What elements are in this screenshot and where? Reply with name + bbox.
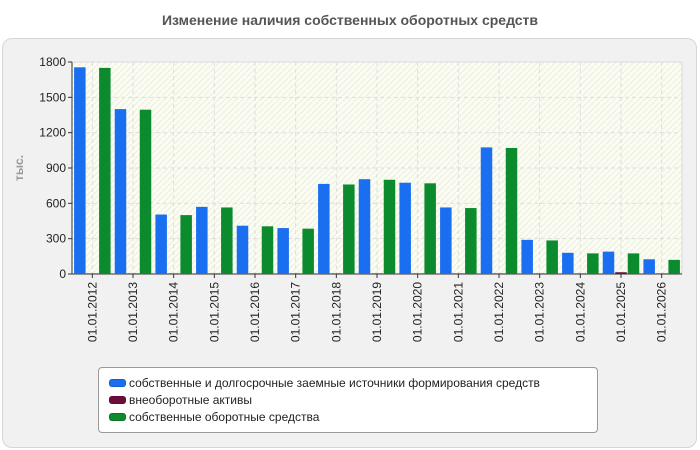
bar-series-3 (139, 109, 152, 274)
bar-series-2 (208, 273, 221, 274)
x-tick-label: 01.01.2024 (573, 282, 587, 342)
x-tick-label: 01.01.2013 (126, 282, 140, 342)
x-tick-label: 01.01.2019 (370, 282, 384, 342)
y-tick-label: 900 (46, 161, 66, 175)
bar-series-1 (480, 147, 493, 274)
bar-series-1 (358, 179, 371, 274)
x-tick-label: 01.01.2017 (289, 282, 303, 342)
y-tick-label: 1500 (39, 90, 66, 104)
x-tick-label: 01.01.2018 (329, 282, 343, 342)
bar-series-2 (655, 273, 668, 274)
bar-series-3 (505, 147, 518, 274)
bar-series-3 (180, 215, 192, 274)
y-tick-label: 1200 (39, 126, 66, 140)
bar-series-3 (99, 67, 111, 274)
bar-series-2 (574, 273, 587, 274)
bar-series-2 (371, 273, 383, 274)
bar-series-3 (221, 207, 233, 274)
bar-series-3 (546, 240, 558, 274)
bar-series-2 (533, 273, 546, 274)
bar-series-3 (668, 259, 680, 274)
bar-series-2 (127, 273, 139, 274)
chart-title: Изменение наличия собственных оборотных … (161, 12, 539, 28)
bar-series-1 (643, 259, 655, 274)
legend-item-series-3[interactable]: собственные оборотные средства (109, 408, 587, 425)
bar-series-3 (424, 183, 436, 274)
bar-series-1 (602, 251, 615, 274)
bar-series-1 (399, 182, 411, 274)
bar-series-2 (167, 273, 180, 274)
bar-series-2 (452, 273, 465, 274)
bar-series-1 (562, 252, 574, 274)
bar-series-3 (383, 179, 396, 274)
bar-series-2 (289, 273, 302, 274)
bar-series-3 (343, 184, 355, 274)
x-tick-label: 01.01.2012 (85, 282, 99, 342)
legend-swatch-series-2 (109, 395, 126, 404)
y-axis-label: тыс. (12, 155, 26, 181)
x-tick-label: 01.01.2015 (207, 282, 221, 342)
x-tick-label: 01.01.2022 (492, 282, 506, 342)
bar-series-1 (521, 239, 533, 274)
bar-series-2 (615, 272, 627, 274)
bar-series-1 (74, 67, 86, 274)
y-tick-label: 1800 (39, 55, 66, 69)
x-tick-label: 01.01.2016 (248, 282, 262, 342)
legend-label-series-1: собственные и долгосрочные заемные источ… (129, 375, 540, 390)
bar-series-3 (261, 226, 274, 274)
y-tick-label: 600 (46, 196, 66, 210)
bar-series-1 (318, 183, 330, 274)
x-tick-label: 01.01.2014 (167, 282, 181, 342)
x-tick-label: 01.01.2025 (614, 282, 628, 342)
bar-series-1 (114, 109, 127, 274)
bar-series-3 (587, 253, 599, 274)
legend-swatch-series-3 (109, 412, 126, 421)
legend-swatch-series-1 (109, 378, 126, 387)
bar-series-2 (411, 273, 424, 274)
bar-series-3 (302, 228, 314, 274)
legend-label-series-3: собственные оборотные средства (129, 409, 320, 424)
bar-series-2 (249, 273, 261, 274)
legend-item-series-2[interactable]: внеоборотные активы (109, 391, 587, 408)
chart-legend: собственные и долгосрочные заемные источ… (98, 367, 598, 433)
bar-series-3 (627, 253, 640, 274)
y-tick-label: 300 (46, 232, 66, 246)
bar-series-2 (493, 273, 505, 274)
bar-series-2 (86, 273, 99, 274)
x-tick-label: 01.01.2021 (451, 282, 465, 342)
y-tick-label: 0 (59, 267, 66, 281)
bar-series-1 (155, 214, 167, 274)
x-tick-label: 01.01.2023 (533, 282, 547, 342)
bar-series-1 (236, 225, 249, 274)
bar-series-3 (465, 208, 477, 274)
bar-series-2 (330, 273, 343, 274)
x-tick-label: 01.01.2026 (655, 282, 669, 342)
legend-label-series-2: внеоборотные активы (129, 392, 252, 407)
x-tick-label: 01.01.2020 (411, 282, 425, 342)
legend-item-series-1[interactable]: собственные и долгосрочные заемные источ… (109, 374, 587, 391)
bar-series-1 (277, 228, 289, 274)
bar-series-1 (196, 206, 208, 274)
bar-series-1 (440, 207, 452, 274)
